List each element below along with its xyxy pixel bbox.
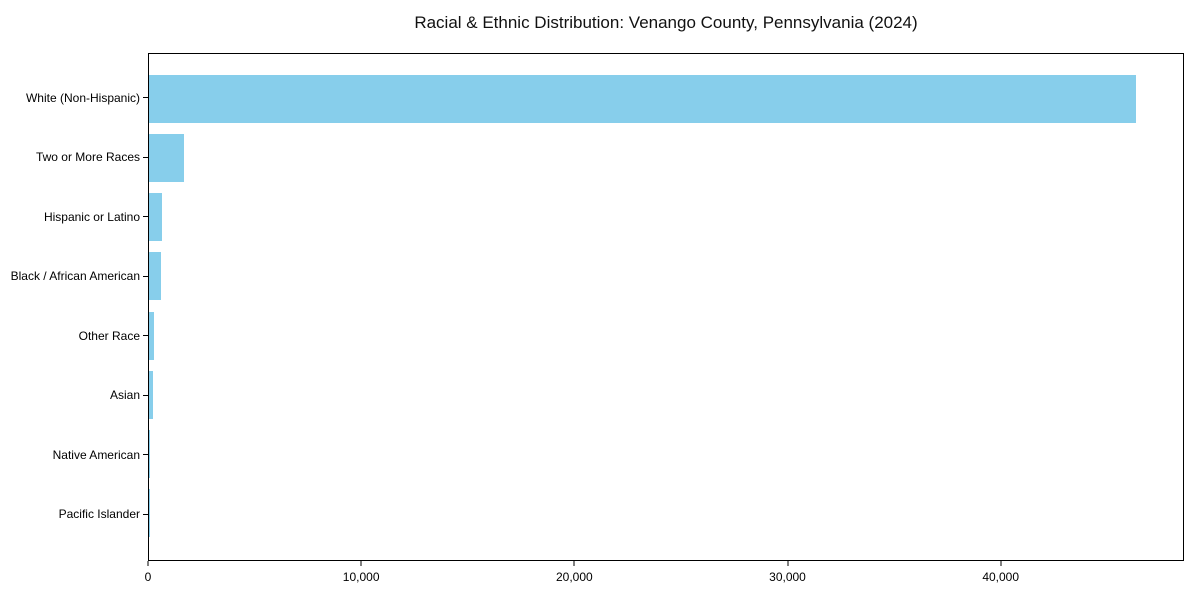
bar-other-race (149, 311, 155, 360)
x-tick-label-0: 0 (144, 570, 152, 584)
y-label-white-non-hispanic: White (Non-Hispanic) (25, 90, 140, 105)
y-tick-mark (143, 335, 148, 337)
x-tick-mark-40000 (1000, 561, 1002, 566)
y-row-native-american: Native American (0, 425, 148, 485)
x-tick-mark-0 (147, 561, 149, 566)
y-tick-mark (143, 454, 148, 456)
bar-row-black-african-american (149, 247, 1183, 306)
y-label-asian: Asian (109, 388, 140, 403)
chart-title: Racial & Ethnic Distribution: Venango Co… (414, 13, 918, 32)
y-label-two-or-more-races: Two or More Races (35, 150, 140, 165)
y-row-other-race: Other Race (0, 306, 148, 366)
y-label-pacific-islander: Pacific Islander (58, 507, 140, 522)
y-tick-mark (143, 513, 148, 515)
bar-native-american (149, 430, 150, 479)
y-row-white-non-hispanic: White (Non-Hispanic) (0, 68, 148, 128)
plot-area (148, 53, 1184, 561)
bar-row-hispanic-or-latino (149, 188, 1183, 247)
y-tick-mark (143, 216, 148, 218)
y-tick-mark (143, 156, 148, 158)
x-tick-label-30000: 30,000 (769, 570, 806, 584)
bar-row-asian (149, 365, 1183, 424)
x-tick-mark-10000 (360, 561, 362, 566)
y-label-other-race: Other Race (78, 328, 140, 343)
bar-hispanic-or-latino (149, 193, 162, 242)
bar-row-pacific-islander (149, 484, 1183, 543)
y-label-native-american: Native American (52, 447, 140, 462)
y-row-two-or-more-races: Two or More Races (0, 128, 148, 188)
bar-white-non-hispanic (149, 74, 1137, 123)
x-tick-mark-30000 (787, 561, 788, 566)
y-axis-labels: White (Non-Hispanic) Two or More Races His… (0, 53, 148, 561)
y-row-hispanic-or-latino: Hispanic or Latino (0, 187, 148, 247)
y-row-asian: Asian (0, 366, 148, 426)
x-tick-mark-20000 (573, 561, 575, 566)
x-tick-label-10000: 10,000 (342, 570, 380, 584)
bar-row-native-american (149, 425, 1183, 484)
bar-black-african-american (149, 252, 161, 301)
bar-asian (149, 370, 153, 419)
x-tick-label-20000: 20,000 (555, 570, 593, 584)
y-row-black-african-american: Black / African American (0, 247, 148, 307)
x-tick-label-40000: 40,000 (982, 570, 1020, 584)
y-tick-mark (143, 394, 148, 396)
y-tick-mark (143, 97, 148, 99)
y-label-black-african-american: Black / African American (10, 269, 140, 284)
y-row-pacific-islander: Pacific Islander (0, 485, 148, 545)
bar-row-other-race (149, 306, 1183, 365)
x-axis: 0 10,000 20,000 30,000 40,000 (144, 561, 1184, 593)
y-tick-mark (143, 275, 148, 277)
y-label-hispanic-or-latino: Hispanic or Latino (43, 209, 140, 224)
bar-row-two-or-more-races (149, 128, 1183, 187)
bar-two-or-more-races (149, 133, 185, 182)
bar-row-white-non-hispanic (149, 69, 1183, 128)
